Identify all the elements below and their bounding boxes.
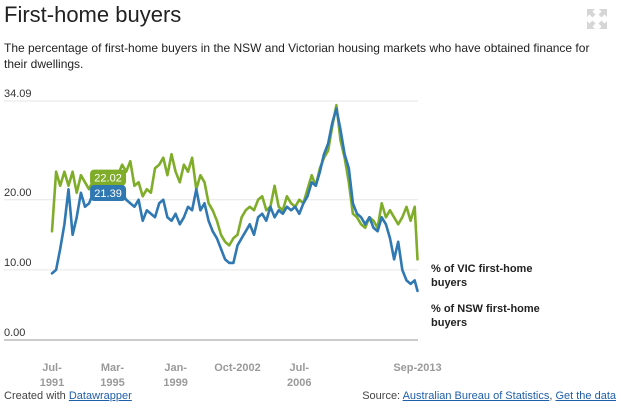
x-tick-label: 1991: [40, 377, 64, 389]
chart-subtitle: The percentage of first-home buyers in t…: [4, 41, 590, 71]
fullscreen-icon[interactable]: [586, 8, 608, 30]
y-tick-label: 34.09: [4, 88, 32, 100]
source-separator: ,: [549, 390, 553, 402]
series-label-vic-line2: buyers: [431, 277, 467, 289]
y-tick-label: 0.00: [4, 327, 25, 339]
value-label-nsw: 21.39: [94, 188, 122, 200]
datawrapper-link[interactable]: Datawrapper: [68, 390, 132, 402]
x-tick-label: Jul-: [290, 362, 310, 374]
get-data-link[interactable]: Get the data: [555, 390, 616, 402]
series-label-nsw-line2: buyers: [431, 317, 467, 329]
y-tick-label: 10.00: [4, 257, 32, 269]
x-tick-label: Sep-2013: [393, 362, 441, 374]
y-tick-label: 20.00: [4, 187, 32, 199]
x-tick-label: 2006: [287, 377, 311, 389]
value-label-box-nsw: [90, 185, 127, 202]
value-label-box-vic: [90, 169, 127, 186]
source: Source: Australian Bureau of Statistics,…: [362, 390, 616, 402]
x-tick-label: 1995: [100, 377, 124, 389]
source-link[interactable]: Australian Bureau of Statistics: [402, 390, 550, 402]
value-label-vic: 22.02: [94, 173, 122, 185]
highlight-markers: 22.02 21.39: [90, 169, 127, 202]
chart-title: First-home buyers: [4, 2, 182, 27]
x-tick-label: Oct-2002: [214, 362, 260, 374]
series-labels: % of VIC first-home buyers % of NSW first-…: [431, 263, 540, 329]
series-label-vic: % of VIC first-home: [431, 263, 532, 275]
gridlines: 34.09 20.00 10.00 0.00 Jul- 1991 Mar- 1995 Jan- 1…: [4, 88, 442, 389]
x-tick-label: 1999: [163, 377, 187, 389]
credit-prefix: Created with: [4, 390, 66, 402]
credit: Created with Datawrapper: [4, 390, 132, 402]
source-prefix: Source:: [362, 390, 401, 402]
x-tick-label: Jul-: [42, 362, 62, 374]
series-label-nsw: % of NSW first-home: [431, 303, 540, 315]
x-tick-label: Jan-: [164, 362, 187, 374]
line-chart: 34.09 20.00 10.00 0.00 Jul- 1991 Mar- 1995 Jan- 1…: [4, 88, 540, 389]
x-tick-label: Mar-: [101, 362, 125, 374]
